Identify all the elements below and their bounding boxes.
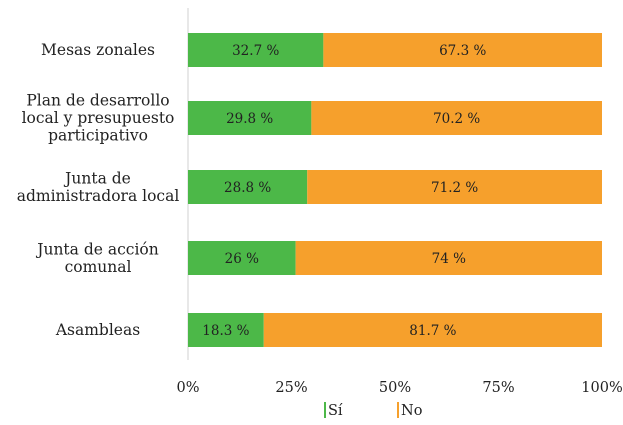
legend-swatch-no (397, 402, 399, 418)
bar-segment-si (188, 101, 312, 135)
category-label: Plan de desarrollo local y presupuesto par… (22, 92, 175, 145)
bar-segment-si (188, 170, 308, 204)
bar-value-label: 28.8 % (224, 180, 271, 196)
bar-segment-no (323, 33, 602, 67)
bar-segment-si (188, 33, 324, 67)
bar-segment-no (311, 101, 602, 135)
x-tick-label: 100% (581, 380, 622, 396)
bar-value-label: 81.7 % (409, 323, 456, 339)
bar-value-label: 74 % (432, 251, 466, 267)
bar-segment-no (263, 313, 602, 347)
category-label: Junta de acción comunal (35, 240, 158, 276)
bar-value-label: 71.2 % (431, 180, 478, 196)
legend-label-no: No (401, 403, 422, 419)
bar-value-label: 18.3 % (202, 323, 249, 339)
category-labels: Mesas zonales Plan de desarrollo local y p… (17, 41, 180, 339)
x-tick-label: 75% (482, 380, 514, 396)
legend-label-si: Sí (328, 403, 343, 419)
bar-value-label: 26 % (225, 251, 259, 267)
category-label: Asambleas (55, 321, 140, 339)
bar-value-label: 67.3 % (439, 43, 486, 59)
bar-segment-no (295, 241, 602, 275)
legend: Sí No (324, 402, 422, 419)
bar-value-label: 32.7 % (232, 43, 279, 59)
bar-value-label: 70.2 % (433, 111, 480, 127)
category-label: Junta de administradora local (17, 169, 180, 205)
x-tick-label: 25% (275, 380, 307, 396)
bar-segment-si (188, 313, 264, 347)
bar-value-label: 29.8 % (226, 111, 273, 127)
category-label: Mesas zonales (41, 41, 155, 59)
x-axis-ticks: 0% 25% 50% 75% 100% (176, 380, 622, 396)
bar-segment-no (307, 170, 602, 204)
x-tick-label: 0% (176, 380, 199, 396)
bars-layer: 32.7 % 67.3 % 29.8 % 70.2 % 28.8 % 71.2 % 26 %… (188, 33, 602, 347)
x-tick-label: 50% (379, 380, 411, 396)
legend-swatch-si (324, 402, 326, 418)
bar-segment-si (188, 241, 296, 275)
